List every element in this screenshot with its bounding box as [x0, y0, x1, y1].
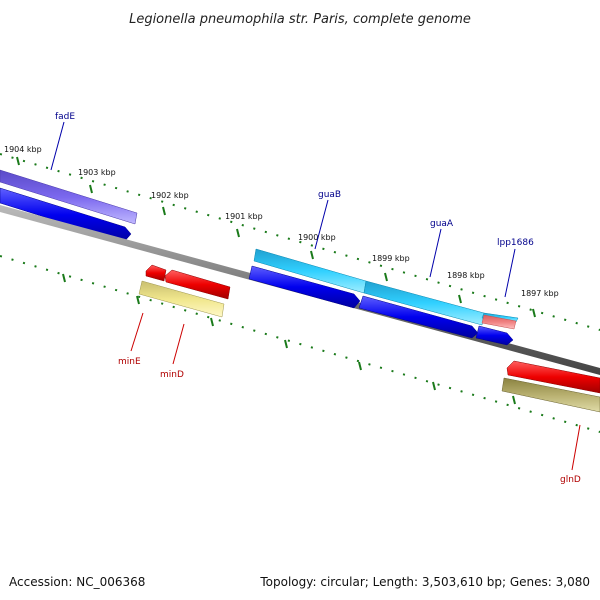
guaA-feature[interactable]: [363, 280, 485, 326]
tick-label: 1900 kbp: [298, 233, 336, 242]
minD-leader: [172, 323, 185, 365]
tick-mark: [284, 339, 288, 349]
genome-summary-text: Topology: circular; Length: 3,503,610 bp…: [259, 575, 590, 589]
minE-minD-feature[interactable]: [138, 280, 225, 318]
tick-mark: [162, 206, 166, 216]
glnD-cds-arrow[interactable]: [506, 360, 600, 394]
tick-mark: [458, 294, 462, 304]
label-leaders: [50, 121, 581, 471]
tick-label: 1898 kbp: [447, 271, 485, 280]
tick-label: 1903 kbp: [78, 168, 116, 177]
tick-label: 1902 kbp: [151, 191, 189, 200]
tick-mark: [16, 156, 20, 166]
tick-mark: [136, 295, 140, 305]
guaA-cds-arrow[interactable]: [358, 295, 479, 339]
tick-labels: 1904 kbp 1903 kbp 1902 kbp 1901 kbp 1900…: [4, 145, 559, 298]
guaA-leader: [429, 228, 442, 278]
fadE-feature[interactable]: [0, 169, 138, 225]
glnD-leader: [571, 424, 581, 471]
lpp1686-leader: [504, 248, 516, 298]
tick-mark: [432, 381, 436, 391]
tick-label: 1904 kbp: [4, 145, 42, 154]
tick-mark: [358, 361, 362, 371]
gene-label-guaB: guaB: [318, 190, 341, 200]
gene-label-guaA: guaA: [430, 219, 454, 229]
tick-mark: [512, 395, 516, 405]
glnD-feature[interactable]: [501, 377, 600, 413]
lpp1686-cds-arrow[interactable]: [475, 325, 514, 346]
outer-tick-track: [0, 153, 600, 331]
tick-mark: [384, 272, 388, 282]
tick-label: 1901 kbp: [225, 212, 263, 221]
gene-label-glnD: glnD: [560, 475, 581, 485]
fadE-leader: [50, 121, 65, 171]
gene-label-lpp1686: lpp1686: [497, 238, 534, 248]
tick-label: 1897 kbp: [521, 289, 559, 298]
tick-mark: [62, 273, 66, 283]
tick-mark: [89, 184, 93, 194]
gene-label-minE: minE: [118, 357, 141, 367]
minE-cds-arrow[interactable]: [145, 264, 167, 282]
inner-tick-track: [0, 255, 600, 433]
minD-cds-arrow[interactable]: [164, 269, 231, 300]
lpp1686-feature[interactable]: [481, 314, 517, 330]
minE-leader: [130, 312, 144, 352]
guaB-leader: [314, 199, 329, 250]
tick-mark: [532, 308, 536, 318]
tick-mark: [236, 228, 240, 238]
map-title: Legionella pneumophila str. Paris, compl…: [129, 12, 471, 27]
tick-mark: [210, 317, 214, 327]
forward-cds-arrow[interactable]: [0, 187, 132, 243]
gene-label-minD: minD: [160, 370, 184, 380]
gene-label-fadE: fadE: [55, 112, 75, 122]
accession-text: Accession: NC_006368: [9, 575, 145, 589]
tick-mark: [310, 250, 314, 260]
tick-label: 1899 kbp: [372, 254, 410, 263]
guaB-cds-arrow[interactable]: [248, 265, 361, 309]
